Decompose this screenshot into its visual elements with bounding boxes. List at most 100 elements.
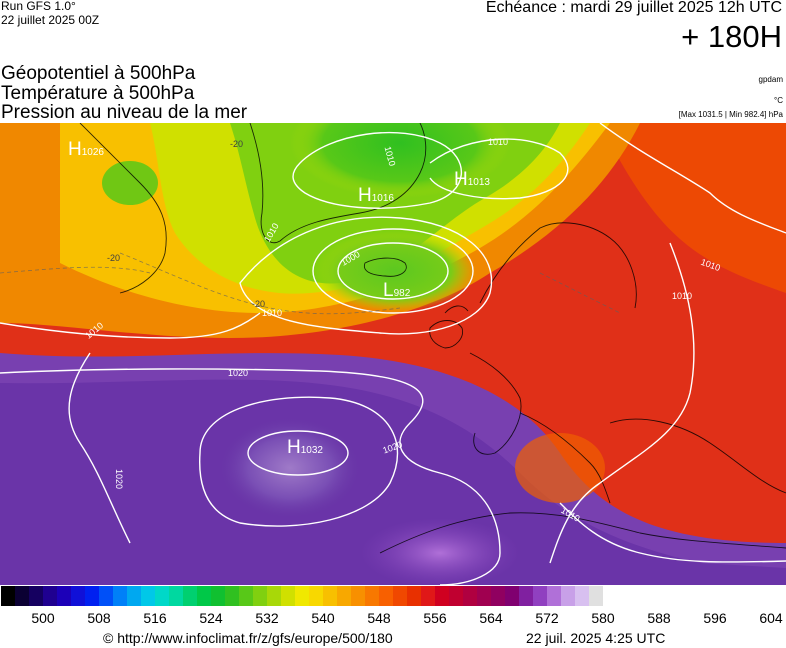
isobar-azores-inner bbox=[247, 430, 349, 476]
color-scale-cell bbox=[351, 586, 365, 606]
scale-tick: 556 bbox=[423, 610, 447, 626]
center-l-982: L982 bbox=[383, 280, 411, 301]
isobar-label: 1020 bbox=[114, 469, 124, 489]
color-scale-cell bbox=[225, 586, 239, 606]
color-scale-cell bbox=[253, 586, 267, 606]
color-scale-cell bbox=[407, 586, 421, 606]
color-scale-cell bbox=[533, 586, 547, 606]
color-scale-cell bbox=[519, 586, 533, 606]
color-scale-cell bbox=[603, 586, 617, 606]
color-scale-cell bbox=[127, 586, 141, 606]
scale-tick: 572 bbox=[535, 610, 559, 626]
iceland-coast bbox=[363, 257, 407, 277]
color-scale-cell bbox=[211, 586, 225, 606]
color-scale-cell bbox=[85, 586, 99, 606]
scale-tick: 588 bbox=[647, 610, 671, 626]
isobar-low-inner bbox=[337, 242, 449, 300]
north-africa-coast bbox=[379, 512, 786, 554]
param-temperature: Température à 500hPa bbox=[1, 83, 195, 104]
temperature-contours bbox=[0, 252, 621, 315]
color-scale-cell bbox=[267, 586, 281, 606]
unit-temperature: °C bbox=[774, 96, 783, 105]
isobar-low-mid bbox=[312, 228, 474, 314]
isobar-label: 1010 bbox=[672, 291, 692, 301]
isobar-label: 1020 bbox=[228, 368, 248, 378]
weather-map: H1026 H1016 H1013 L982 H1032 1010 1010 1… bbox=[0, 123, 786, 585]
run-date: 22 juillet 2025 00Z bbox=[1, 13, 100, 27]
scale-tick: 604 bbox=[759, 610, 783, 626]
color-scale-cell bbox=[15, 586, 29, 606]
issue-timestamp: 22 juil. 2025 4:25 UTC bbox=[526, 630, 666, 646]
balkans-coast bbox=[609, 418, 786, 494]
france-iberia-coast bbox=[469, 352, 522, 455]
field-med-warm bbox=[515, 433, 605, 503]
scale-tick: 564 bbox=[479, 610, 503, 626]
lead-time: + 180H bbox=[681, 19, 782, 54]
color-scale-cell bbox=[281, 586, 295, 606]
isobar-azores-mid bbox=[198, 396, 399, 527]
italy-coast bbox=[519, 412, 611, 504]
color-scale-cell bbox=[365, 586, 379, 606]
center-h-1026: H1026 bbox=[68, 139, 104, 160]
color-scale-cell bbox=[337, 586, 351, 606]
isobar-africa-1010 bbox=[559, 502, 786, 563]
center-h-1016: H1016 bbox=[358, 185, 394, 206]
color-scale-cell bbox=[295, 586, 309, 606]
color-scale-cell bbox=[421, 586, 435, 606]
color-scale-cell bbox=[561, 586, 575, 606]
scale-tick: 524 bbox=[199, 610, 223, 626]
scale-tick: 532 bbox=[255, 610, 279, 626]
isobar-west-1020 bbox=[68, 352, 131, 544]
coastlines bbox=[79, 123, 786, 554]
color-scale-cell bbox=[477, 586, 491, 606]
temperature-labels: -20 -20 -20 bbox=[107, 139, 265, 309]
scale-tick: 500 bbox=[31, 610, 55, 626]
field-north-core bbox=[290, 123, 510, 198]
valid-time: Echéance : mardi 29 juillet 2025 12h UTC bbox=[485, 0, 782, 16]
temp-label: -20 bbox=[230, 139, 243, 149]
temp-label: -20 bbox=[252, 299, 265, 309]
color-scale-cell bbox=[29, 586, 43, 606]
param-pressure: Pression au niveau de la mer bbox=[1, 102, 248, 123]
field-sahara-core bbox=[360, 518, 520, 585]
greenland-coast bbox=[249, 123, 427, 244]
color-scale-cell bbox=[113, 586, 127, 606]
color-scale-cell bbox=[71, 586, 85, 606]
scale-tick: 580 bbox=[591, 610, 615, 626]
run-title: Run GFS 1.0° bbox=[1, 0, 76, 13]
isobars bbox=[0, 123, 786, 585]
color-scale bbox=[1, 586, 617, 606]
center-h-1013: H1013 bbox=[454, 169, 490, 190]
temp-label: -20 bbox=[107, 253, 120, 263]
isobar-label: 1010 bbox=[262, 308, 282, 318]
color-scale-cell bbox=[575, 586, 589, 606]
scale-tick: 540 bbox=[311, 610, 335, 626]
isobar-east-1010 bbox=[549, 242, 695, 564]
pressure-range: [Max 1031.5 | Min 982.4] hPa bbox=[678, 110, 783, 119]
color-scale-cell bbox=[183, 586, 197, 606]
isobar-north-high bbox=[429, 138, 569, 200]
center-h-1032: H1032 bbox=[287, 437, 323, 458]
color-scale-cell bbox=[141, 586, 155, 606]
color-scale-cell bbox=[43, 586, 57, 606]
pressure-centers: H1026 H1016 H1013 L982 H1032 bbox=[68, 139, 490, 458]
color-scale-cell bbox=[169, 586, 183, 606]
field-east-warm bbox=[0, 123, 786, 293]
color-scale-cell bbox=[57, 586, 71, 606]
scandinavia-coast bbox=[479, 222, 637, 309]
british-isles-coast bbox=[429, 305, 469, 349]
isobar-west-1010 bbox=[0, 312, 261, 339]
color-scale-cell bbox=[547, 586, 561, 606]
color-scale-cell bbox=[99, 586, 113, 606]
isobar-label: 1010 bbox=[488, 137, 508, 147]
scale-tick: 548 bbox=[367, 610, 391, 626]
source-link[interactable]: © http://www.infoclimat.fr/z/gfs/europe/… bbox=[103, 630, 393, 646]
color-scale-cell bbox=[1, 586, 15, 606]
isobar-low-outer bbox=[239, 216, 493, 335]
unit-geopotential: gpdam bbox=[758, 75, 783, 84]
temp-contour-b bbox=[0, 266, 151, 274]
color-scale-cell bbox=[505, 586, 519, 606]
field-west-blob bbox=[102, 161, 158, 205]
isobar-northeast-1010 bbox=[599, 123, 786, 234]
color-scale-cell bbox=[491, 586, 505, 606]
